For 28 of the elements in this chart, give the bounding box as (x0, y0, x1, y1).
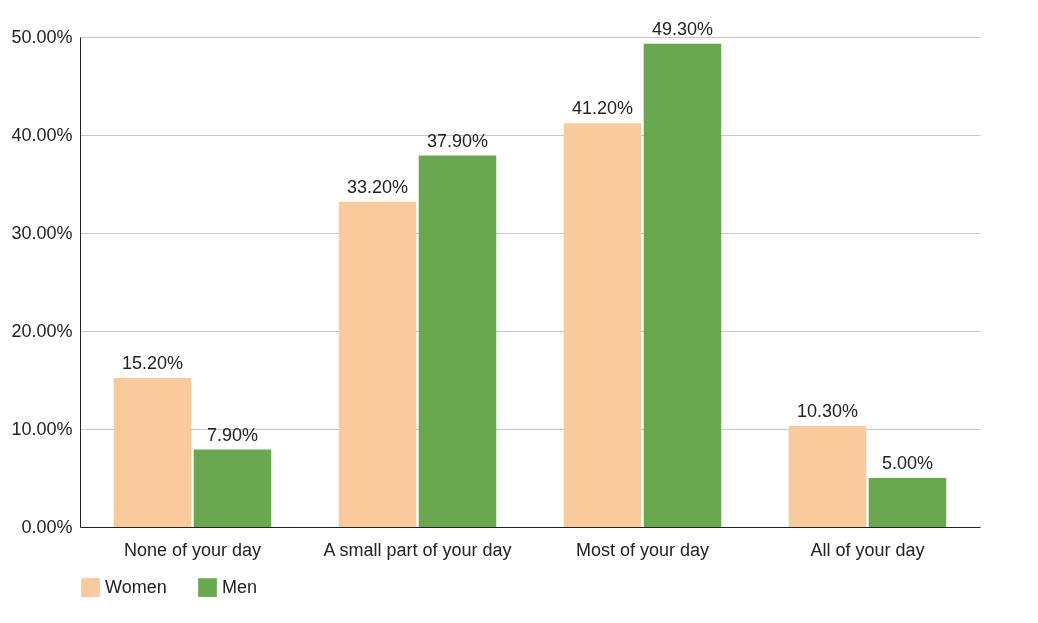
y-tick-label: 30.00% (11, 222, 73, 243)
x-tick-label: All of your day (810, 539, 925, 560)
bar (113, 378, 192, 527)
legend-label: Men (222, 576, 258, 597)
data-label: 49.30% (651, 18, 714, 39)
legend-label: Women (105, 576, 167, 597)
x-tick-label: A small part of your day (323, 539, 512, 560)
data-label: 5.00% (881, 453, 933, 473)
data-label: 33.20% (346, 176, 409, 197)
y-tick-label: 50.00% (11, 26, 73, 47)
y-tick-label: 0.00% (21, 516, 73, 537)
data-label: 15.20% (121, 353, 184, 374)
data-label: 37.90% (426, 130, 489, 151)
x-tick-label: Most of your day (575, 539, 710, 560)
bar (643, 43, 722, 527)
bar (338, 201, 417, 527)
bar (563, 123, 642, 527)
bar (418, 155, 497, 527)
y-tick-label: 10.00% (11, 418, 73, 439)
x-tick-label: None of your day (123, 539, 262, 560)
y-tick-label: 40.00% (11, 124, 73, 145)
data-label: 41.20% (571, 98, 634, 119)
data-label: 10.30% (796, 401, 859, 422)
y-tick-label: 20.00% (11, 320, 73, 341)
data-label: 7.90% (206, 424, 258, 445)
bar (788, 426, 867, 527)
bar (193, 449, 272, 527)
bar (868, 478, 947, 527)
